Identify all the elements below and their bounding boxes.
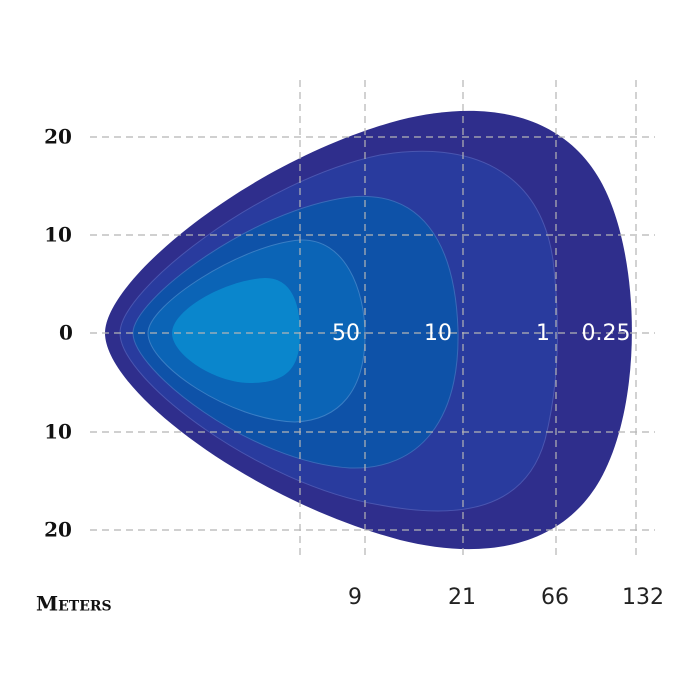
contour-inner xyxy=(172,278,300,383)
contour-label: 0.25 xyxy=(582,321,631,346)
y-label: 10 xyxy=(44,420,72,444)
y-label: 10 xyxy=(44,223,72,247)
contour-label: 10 xyxy=(424,321,452,346)
contour-label: 50 xyxy=(332,321,360,346)
x-label: 21 xyxy=(448,585,476,610)
beam-pattern xyxy=(105,110,632,550)
contour-label: 1 xyxy=(536,321,550,346)
grid xyxy=(90,80,655,560)
y-label: 0 xyxy=(59,321,73,345)
y-label: 20 xyxy=(44,518,72,542)
x-label: 132 xyxy=(622,585,664,610)
axis-label: Meters xyxy=(36,592,112,616)
x-label: 66 xyxy=(541,585,569,610)
y-label: 20 xyxy=(44,125,72,149)
x-label: 9 xyxy=(348,585,362,610)
